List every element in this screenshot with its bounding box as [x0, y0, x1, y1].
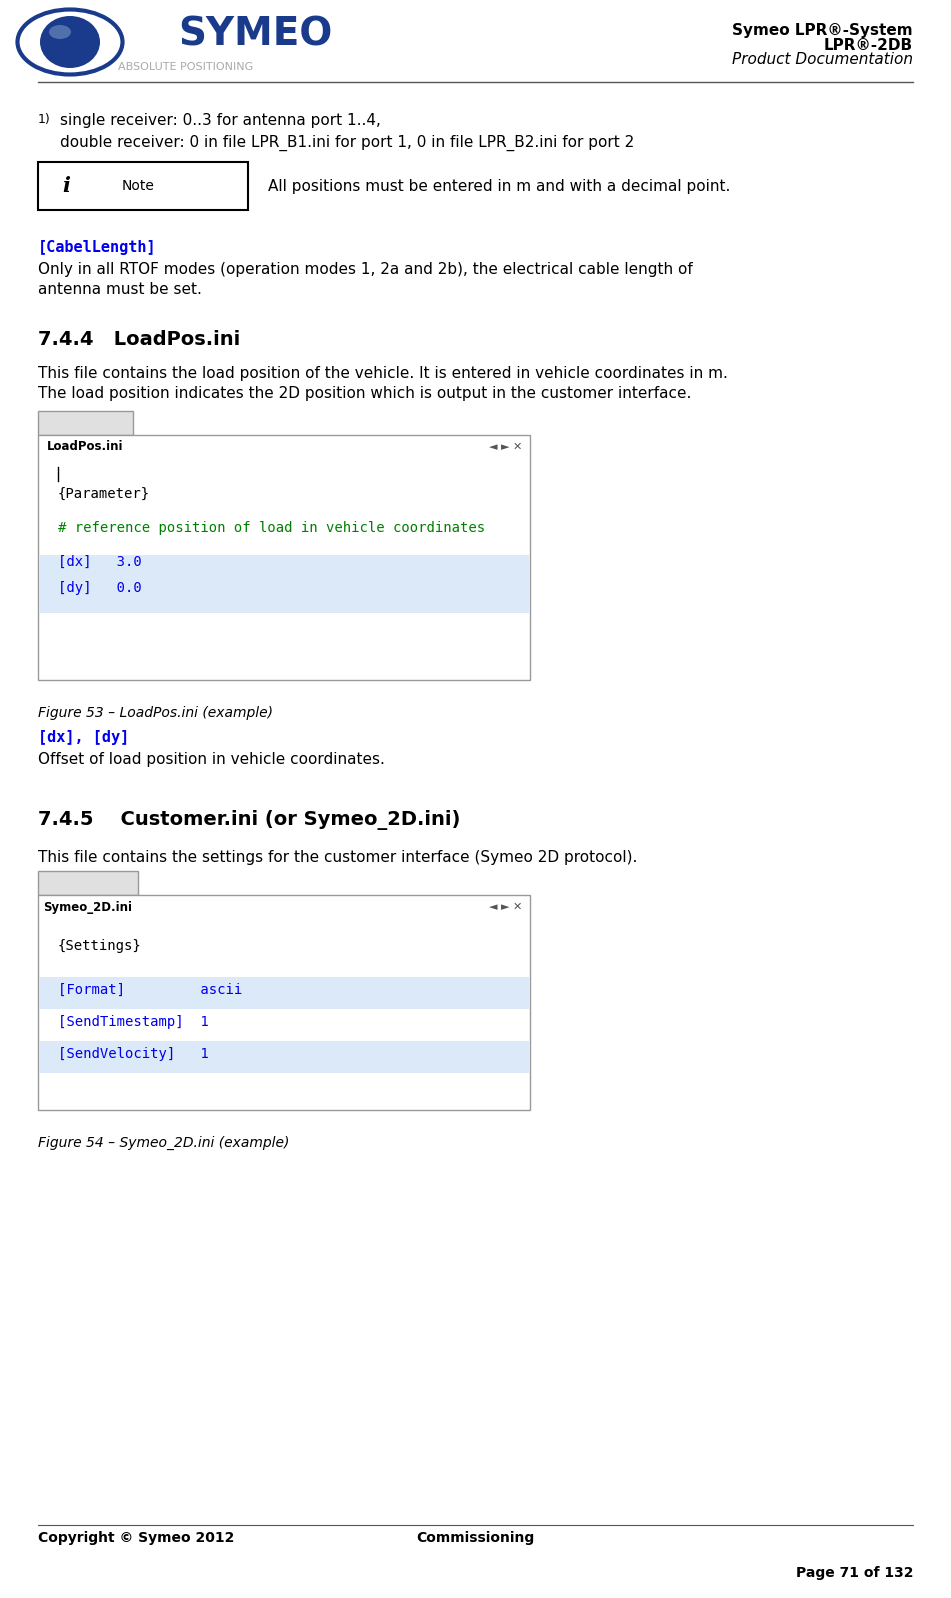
Text: [dx], [dy]: [dx], [dy] — [38, 730, 129, 745]
Text: [SendTimestamp]  1: [SendTimestamp] 1 — [58, 1015, 209, 1029]
Ellipse shape — [49, 26, 71, 38]
Text: Page 71 of 132: Page 71 of 132 — [795, 1566, 913, 1580]
Text: Product Documentation: Product Documentation — [732, 53, 913, 67]
Text: Only in all RTOF modes (operation modes 1, 2a and 2b), the electrical cable leng: Only in all RTOF modes (operation modes … — [38, 262, 692, 276]
Text: # reference position of load in vehicle coordinates: # reference position of load in vehicle … — [58, 521, 485, 535]
Text: Symeo_2D.ini: Symeo_2D.ini — [44, 901, 132, 914]
Text: The load position indicates the 2D position which is output in the customer inte: The load position indicates the 2D posit… — [38, 387, 691, 401]
Text: 7.4.5    Customer.ini (or Symeo_2D.ini): 7.4.5 Customer.ini (or Symeo_2D.ini) — [38, 810, 460, 829]
Text: LoadPos.ini: LoadPos.ini — [48, 441, 124, 454]
FancyBboxPatch shape — [39, 555, 529, 614]
Text: ◄ ► ✕: ◄ ► ✕ — [489, 901, 522, 912]
Text: SYMEO: SYMEO — [178, 16, 333, 54]
Text: single receiver: 0..3 for antenna port 1..4,: single receiver: 0..3 for antenna port 1… — [60, 113, 380, 128]
Text: 1): 1) — [38, 113, 50, 126]
FancyBboxPatch shape — [38, 161, 248, 209]
Text: ◄ ► ✕: ◄ ► ✕ — [489, 443, 522, 452]
Text: Commissioning: Commissioning — [417, 1531, 534, 1545]
Text: antenna must be set.: antenna must be set. — [38, 281, 202, 297]
Text: LPR®-2DB: LPR®-2DB — [824, 37, 913, 53]
Text: double receiver: 0 in file LPR_B1.ini for port 1, 0 in file LPR_B2.ini for port : double receiver: 0 in file LPR_B1.ini fo… — [60, 134, 634, 152]
Text: [SendVelocity]   1: [SendVelocity] 1 — [58, 1047, 209, 1061]
Text: Figure 54 – Symeo_2D.ini (example): Figure 54 – Symeo_2D.ini (example) — [38, 1136, 289, 1151]
FancyBboxPatch shape — [39, 1040, 529, 1072]
Ellipse shape — [40, 16, 100, 69]
Text: [Format]         ascii: [Format] ascii — [58, 983, 243, 997]
Text: {Parameter}: {Parameter} — [58, 487, 150, 502]
Text: Copyright © Symeo 2012: Copyright © Symeo 2012 — [38, 1531, 234, 1545]
FancyBboxPatch shape — [38, 435, 530, 681]
FancyBboxPatch shape — [38, 411, 133, 435]
FancyBboxPatch shape — [39, 976, 529, 1008]
Text: {Settings}: {Settings} — [58, 940, 142, 952]
Text: 7.4.4   LoadPos.ini: 7.4.4 LoadPos.ini — [38, 331, 241, 348]
Text: This file contains the load position of the vehicle. It is entered in vehicle co: This file contains the load position of … — [38, 366, 728, 380]
Text: Note: Note — [122, 179, 154, 193]
Text: ABSOLUTE POSITIONING: ABSOLUTE POSITIONING — [118, 62, 253, 72]
Text: Symeo LPR®-System: Symeo LPR®-System — [732, 22, 913, 37]
Text: All positions must be entered in m and with a decimal point.: All positions must be entered in m and w… — [268, 179, 730, 193]
Text: [dx]   3.0: [dx] 3.0 — [58, 555, 142, 569]
Text: Figure 53 – LoadPos.ini (example): Figure 53 – LoadPos.ini (example) — [38, 706, 273, 721]
Text: [dy]   0.0: [dy] 0.0 — [58, 582, 142, 594]
Text: Offset of load position in vehicle coordinates.: Offset of load position in vehicle coord… — [38, 753, 385, 767]
FancyBboxPatch shape — [38, 871, 138, 895]
Text: This file contains the settings for the customer interface (Symeo 2D protocol).: This file contains the settings for the … — [38, 850, 637, 865]
FancyBboxPatch shape — [38, 895, 530, 1111]
Text: i: i — [62, 176, 70, 197]
Ellipse shape — [17, 10, 123, 75]
Text: [CabelLength]: [CabelLength] — [38, 240, 157, 256]
